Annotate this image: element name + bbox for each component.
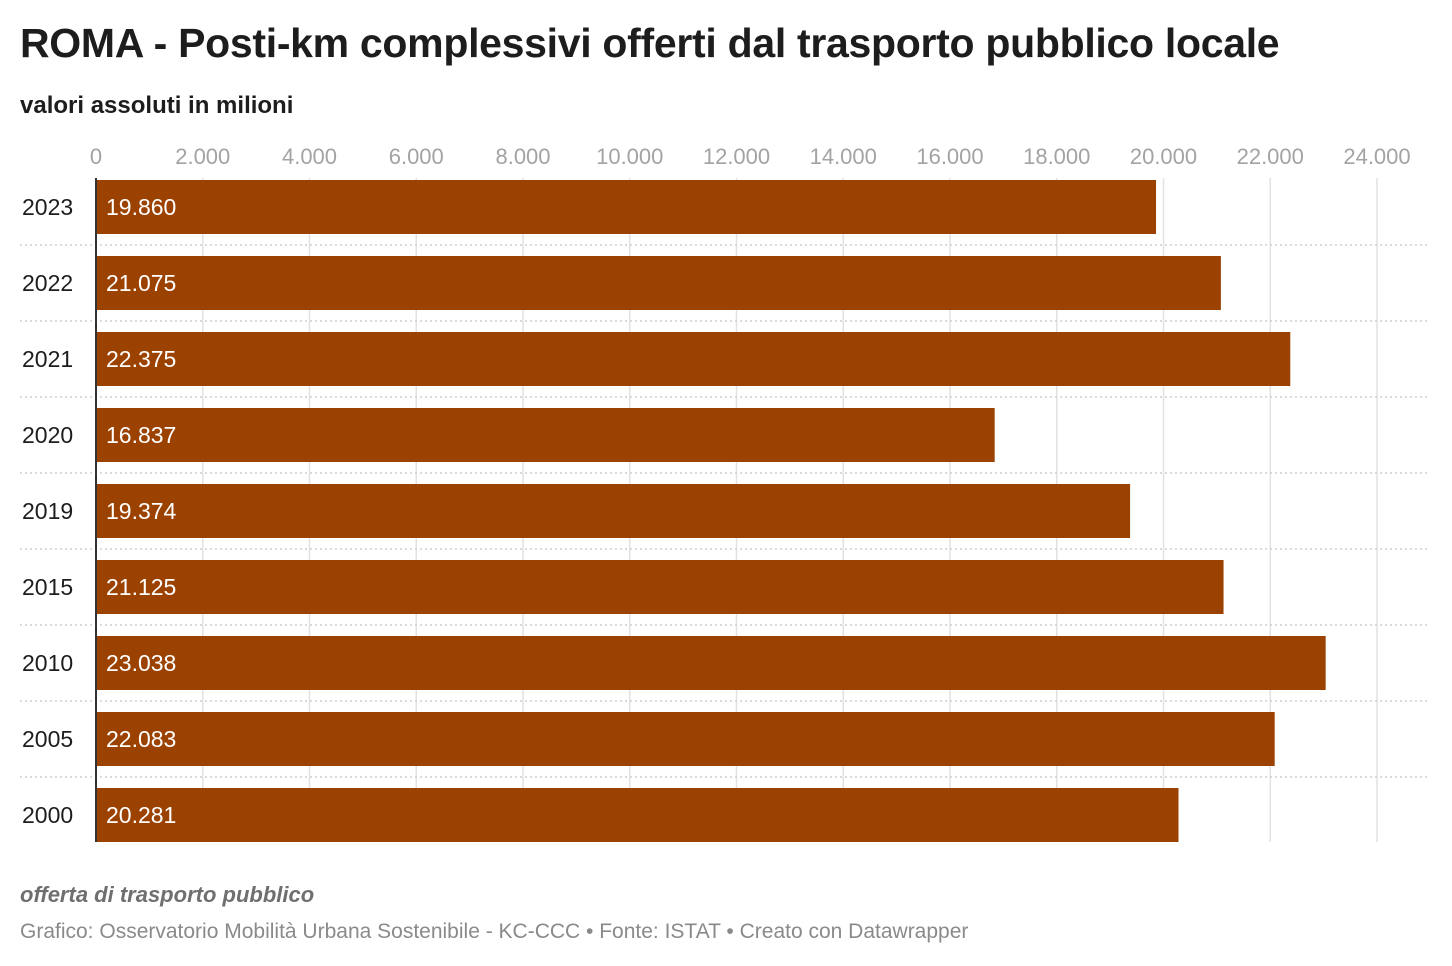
x-tick-label: 6.000	[389, 144, 444, 169]
y-category-label: 2023	[22, 194, 73, 220]
chart-credits: Grafico: Osservatorio Mobilità Urbana So…	[20, 920, 969, 943]
bar	[96, 712, 1275, 766]
x-tick-label: 24.000	[1343, 144, 1410, 169]
bar	[96, 332, 1291, 386]
x-tick-label: 2.000	[175, 144, 230, 169]
bar-value-label: 19.374	[106, 498, 177, 524]
y-category-label: 2020	[22, 422, 73, 448]
x-tick-label: 20.000	[1130, 144, 1197, 169]
bar	[96, 484, 1131, 538]
x-tick-label: 22.000	[1237, 144, 1304, 169]
bar	[96, 180, 1157, 234]
bar	[96, 256, 1221, 310]
bar-value-label: 16.837	[106, 422, 176, 448]
bar-value-label: 20.281	[106, 802, 176, 828]
bar-value-label: 21.075	[106, 270, 176, 296]
x-tick-label: 10.000	[596, 144, 663, 169]
y-category-label: 2005	[22, 726, 73, 752]
x-tick-label: 18.000	[1023, 144, 1090, 169]
y-category-label: 2022	[22, 270, 73, 296]
bar	[96, 788, 1179, 842]
bar	[96, 408, 995, 462]
x-tick-label: 0	[90, 144, 102, 169]
bar	[96, 560, 1224, 614]
bar-value-label: 21.125	[106, 574, 176, 600]
x-tick-label: 16.000	[916, 144, 983, 169]
x-tick-label: 14.000	[810, 144, 877, 169]
bar-value-label: 19.860	[106, 194, 176, 220]
bar-value-label: 23.038	[106, 650, 176, 676]
bar	[96, 636, 1326, 690]
bar-value-label: 22.083	[106, 726, 176, 752]
y-category-label: 2010	[22, 650, 73, 676]
x-tick-label: 4.000	[282, 144, 337, 169]
y-category-label: 2000	[22, 802, 73, 828]
y-category-label: 2019	[22, 498, 73, 524]
chart-title: ROMA - Posti-km complessivi offerti dal …	[20, 20, 1280, 66]
chart-note: offerta di trasporto pubblico	[20, 882, 315, 907]
x-tick-label: 12.000	[703, 144, 770, 169]
chart-subtitle: valori assoluti in milioni	[20, 92, 294, 119]
x-tick-label: 8.000	[495, 144, 550, 169]
bar-value-label: 22.375	[106, 346, 176, 372]
y-category-label: 2021	[22, 346, 73, 372]
y-category-label: 2015	[22, 574, 73, 600]
